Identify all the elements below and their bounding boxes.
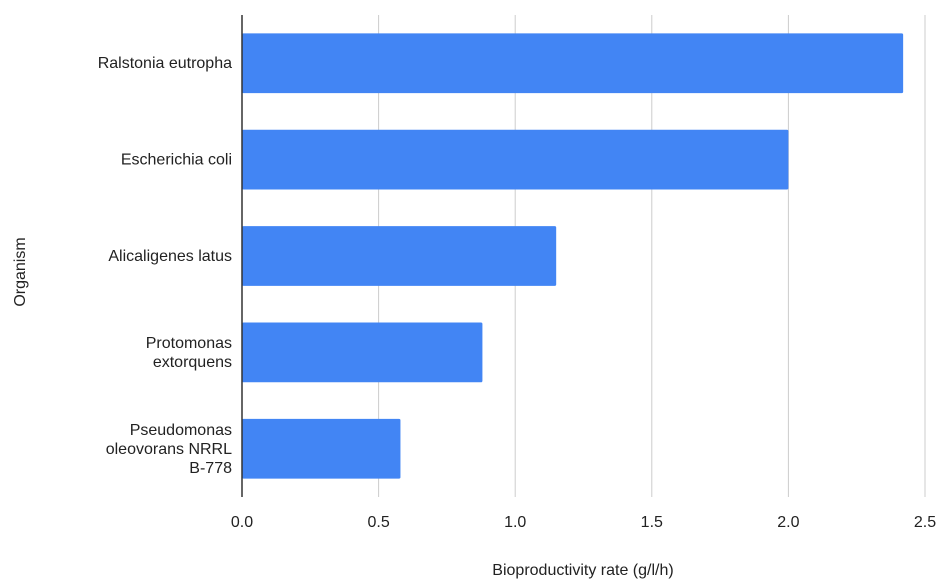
bar <box>242 33 904 94</box>
bar <box>242 226 557 286</box>
category-label: Ralstonia eutropha <box>98 55 232 72</box>
x-axis-title: Bioproductivity rate (g/l/h) <box>492 562 673 579</box>
x-tick-label: 2.0 <box>777 514 799 531</box>
category-label-line: oleovorans NRRL <box>106 441 232 458</box>
category-label: Pseudomonas oleovorans NRRL B-778 <box>106 422 232 477</box>
bars <box>242 33 904 479</box>
category-label-line: Alicaligenes latus <box>108 248 232 265</box>
bar <box>242 418 401 479</box>
x-tick-label: 2.5 <box>914 514 936 531</box>
y-axis-title: Organism <box>12 237 29 306</box>
category-label-line: extorquens <box>153 354 232 371</box>
x-tick-label: 1.5 <box>641 514 663 531</box>
gridlines <box>378 15 926 497</box>
x-tick-label: 1.0 <box>504 514 526 531</box>
category-label-line: Ralstonia eutropha <box>98 55 232 72</box>
category-label: Alicaligenes latus <box>108 248 232 265</box>
bar <box>242 322 483 383</box>
category-label-line: Protomonas <box>146 335 232 352</box>
category-label-line: B-778 <box>189 460 232 477</box>
category-label-line: Escherichia coli <box>121 152 232 169</box>
bar <box>242 129 789 190</box>
x-tick-label: 0.5 <box>367 514 389 531</box>
labels: 0.0 0.5 1.0 1.5 2.0 2.5 Ralstonia eutropha Esch… <box>98 55 937 531</box>
x-tick-label: 0.0 <box>231 514 253 531</box>
category-label: Escherichia coli <box>121 152 232 169</box>
category-label-line: Pseudomonas <box>130 422 232 439</box>
category-label: Protomonas extorquens <box>146 335 232 371</box>
